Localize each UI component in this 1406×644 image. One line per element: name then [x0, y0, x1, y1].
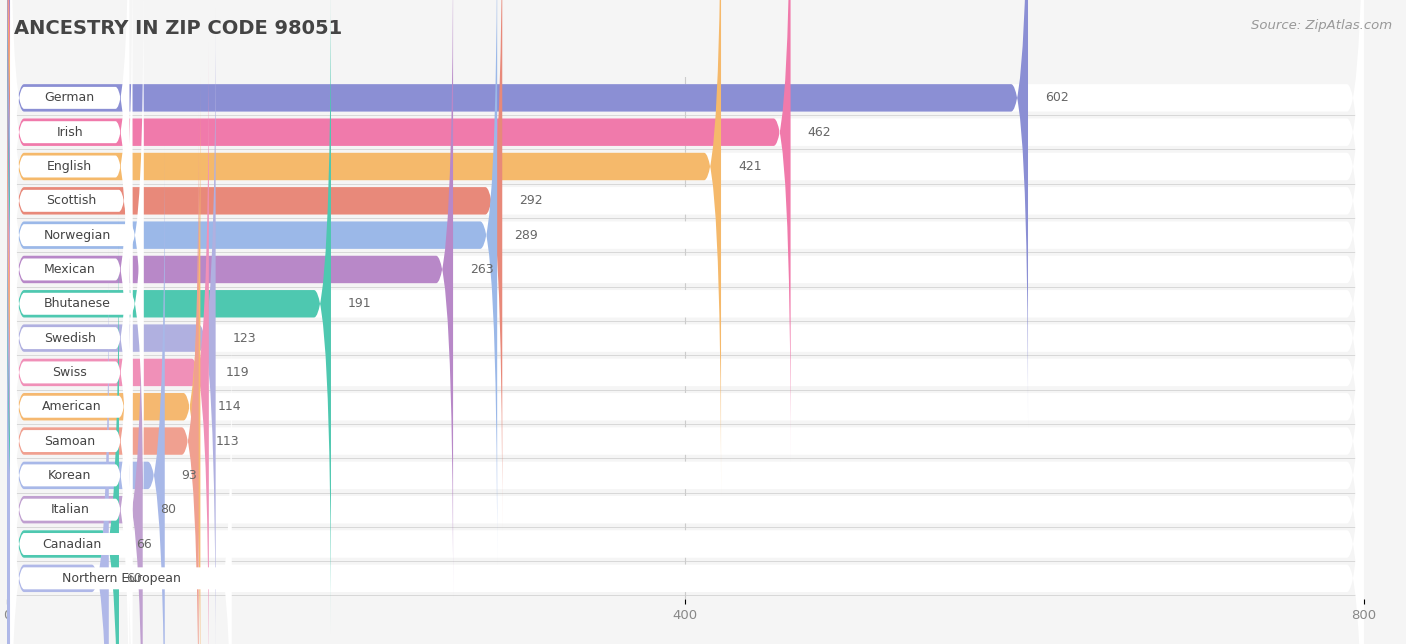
Text: Norwegian: Norwegian [44, 229, 111, 242]
FancyBboxPatch shape [10, 315, 232, 644]
Text: 289: 289 [515, 229, 538, 242]
FancyBboxPatch shape [7, 249, 108, 644]
FancyBboxPatch shape [10, 0, 129, 430]
FancyBboxPatch shape [10, 178, 129, 644]
Text: Italian: Italian [51, 503, 89, 516]
Text: Irish: Irish [56, 126, 83, 138]
FancyBboxPatch shape [7, 77, 1364, 644]
Text: American: American [42, 400, 101, 413]
FancyBboxPatch shape [10, 0, 129, 396]
FancyBboxPatch shape [7, 0, 453, 599]
Text: Swedish: Swedish [44, 332, 96, 345]
Text: ANCESTRY IN ZIP CODE 98051: ANCESTRY IN ZIP CODE 98051 [14, 19, 342, 39]
FancyBboxPatch shape [7, 8, 1364, 644]
FancyBboxPatch shape [10, 6, 129, 533]
FancyBboxPatch shape [7, 0, 721, 496]
FancyBboxPatch shape [7, 0, 1364, 530]
FancyBboxPatch shape [7, 43, 1364, 644]
Text: 191: 191 [347, 298, 371, 310]
FancyBboxPatch shape [7, 249, 1364, 644]
Text: English: English [48, 160, 93, 173]
FancyBboxPatch shape [10, 0, 129, 361]
FancyBboxPatch shape [7, 180, 1364, 644]
FancyBboxPatch shape [7, 214, 1364, 644]
Text: Korean: Korean [48, 469, 91, 482]
Text: Scottish: Scottish [46, 194, 97, 207]
FancyBboxPatch shape [10, 40, 143, 567]
FancyBboxPatch shape [7, 180, 143, 644]
Text: Northern European: Northern European [62, 572, 180, 585]
FancyBboxPatch shape [7, 111, 1364, 644]
FancyBboxPatch shape [7, 0, 1364, 599]
FancyBboxPatch shape [10, 75, 129, 601]
FancyBboxPatch shape [7, 111, 198, 644]
Text: 119: 119 [226, 366, 249, 379]
Text: 80: 80 [160, 503, 176, 516]
Text: 123: 123 [232, 332, 256, 345]
Text: 263: 263 [470, 263, 494, 276]
FancyBboxPatch shape [7, 146, 1364, 644]
FancyBboxPatch shape [10, 0, 143, 498]
FancyBboxPatch shape [10, 280, 132, 644]
FancyBboxPatch shape [7, 0, 790, 462]
Text: 113: 113 [215, 435, 239, 448]
FancyBboxPatch shape [10, 143, 132, 644]
FancyBboxPatch shape [10, 212, 129, 644]
FancyBboxPatch shape [10, 246, 129, 644]
Text: Bhutanese: Bhutanese [44, 298, 111, 310]
Text: Samoan: Samoan [44, 435, 96, 448]
FancyBboxPatch shape [7, 0, 1364, 565]
FancyBboxPatch shape [7, 0, 502, 530]
Text: 421: 421 [738, 160, 762, 173]
Text: Canadian: Canadian [42, 538, 101, 551]
Text: German: German [45, 91, 94, 104]
FancyBboxPatch shape [7, 8, 215, 644]
Text: 462: 462 [807, 126, 831, 138]
FancyBboxPatch shape [10, 0, 132, 464]
FancyBboxPatch shape [7, 214, 120, 644]
FancyBboxPatch shape [7, 0, 1028, 428]
Text: 93: 93 [181, 469, 197, 482]
Text: Swiss: Swiss [52, 366, 87, 379]
FancyBboxPatch shape [7, 0, 1364, 633]
Text: 66: 66 [136, 538, 152, 551]
Text: Source: ZipAtlas.com: Source: ZipAtlas.com [1251, 19, 1392, 32]
FancyBboxPatch shape [7, 43, 209, 644]
FancyBboxPatch shape [7, 0, 1364, 496]
FancyBboxPatch shape [7, 0, 330, 633]
FancyBboxPatch shape [10, 109, 129, 636]
Text: 292: 292 [519, 194, 543, 207]
Text: Mexican: Mexican [44, 263, 96, 276]
FancyBboxPatch shape [7, 0, 1364, 428]
Text: 602: 602 [1045, 91, 1069, 104]
FancyBboxPatch shape [7, 77, 201, 644]
FancyBboxPatch shape [7, 146, 165, 644]
Text: 114: 114 [218, 400, 240, 413]
Text: 60: 60 [125, 572, 142, 585]
FancyBboxPatch shape [7, 0, 1364, 462]
FancyBboxPatch shape [7, 0, 498, 565]
